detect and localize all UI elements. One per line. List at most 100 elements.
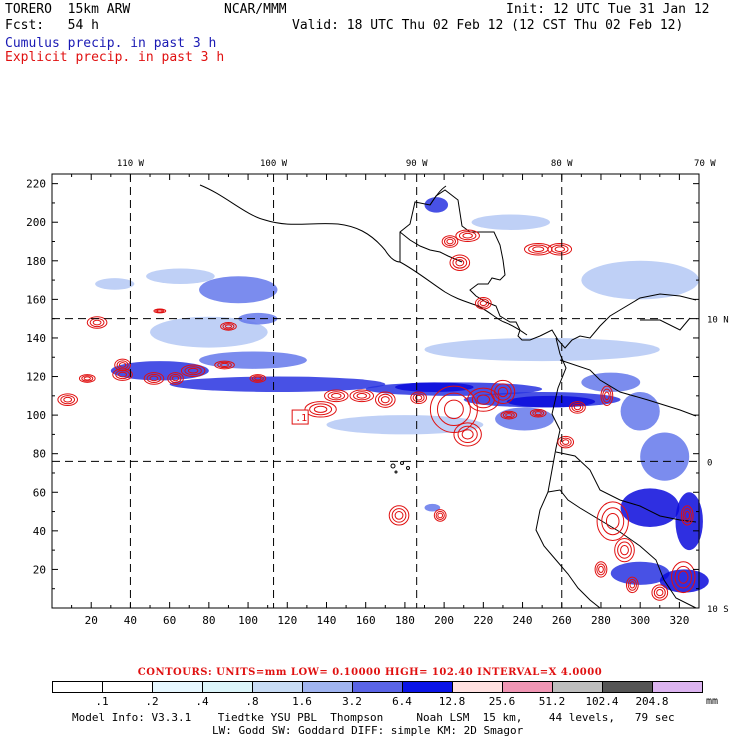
explicit-cell: [557, 435, 575, 449]
model-info-2: LW: Godd SW: Goddard DIFF: simple KM: 2D…: [212, 724, 524, 737]
axes-layer: 20 40 60 80 100 120 140 160 180 200 220 240 260 280 30…: [26, 159, 729, 627]
colorbar-swatch: [402, 681, 453, 693]
x-tick-label: 160: [356, 614, 376, 627]
explicit-contour: [559, 437, 572, 447]
cumulus-area: [424, 503, 441, 512]
cumulus-area: [199, 351, 307, 369]
explicit-contour: [304, 401, 337, 418]
explicit-cell: [500, 410, 518, 420]
colorbar-swatch: [152, 681, 203, 693]
explicit-cell: [388, 505, 410, 526]
cumulus-area: [238, 312, 278, 325]
explicit-contour: [596, 501, 629, 541]
explicit-contour: [412, 393, 425, 403]
cumulus-area: [471, 214, 550, 230]
explicit-contour: [187, 367, 199, 374]
colorbar-label: .4: [195, 695, 209, 708]
explicit-contour: [180, 364, 206, 378]
colorbar-swatch: [602, 681, 653, 693]
explicit-contour: [118, 371, 128, 378]
explicit-contour: [682, 508, 692, 523]
explicit-contour: [81, 375, 94, 382]
y-tick-label: 160: [26, 293, 46, 306]
coastline-pacific: [399, 261, 528, 336]
explicit-contour: [171, 375, 180, 382]
lon-label: 80 W: [551, 159, 573, 169]
explicit-contour: [353, 391, 371, 401]
explicit-contour: [557, 435, 575, 449]
explicit-contour: [674, 565, 693, 589]
colorbar-swatch: [352, 681, 403, 693]
explicit-contour: [603, 391, 610, 401]
lon-label: 110 W: [117, 159, 145, 169]
explicit-contour: [462, 232, 473, 239]
x-tick-label: 60: [163, 614, 176, 627]
explicit-cell: [441, 235, 459, 248]
explicit-cell: [596, 501, 629, 541]
explicit-contour: [433, 509, 447, 522]
colorbar-swatch: [302, 681, 353, 693]
colorbar-label: 204.8: [635, 695, 669, 708]
explicit-contour: [455, 229, 480, 243]
cumulus-area: [424, 337, 660, 362]
explicit-contour: [653, 586, 666, 599]
explicit-contour: [455, 259, 465, 267]
colorbar-label: 25.6: [488, 695, 516, 708]
explicit-cell: [433, 509, 447, 522]
x-tick-label: 40: [124, 614, 137, 627]
y-tick-label: 140: [26, 332, 46, 345]
explicit-contour: [380, 396, 390, 404]
y-tick-label: 180: [26, 255, 46, 268]
cumulus-area: [620, 391, 660, 431]
x-tick-label: 80: [202, 614, 215, 627]
explicit-contour: [461, 429, 474, 440]
explicit-cell: [490, 379, 516, 405]
coastline-yucatan: [429, 185, 447, 206]
explicit-contour: [502, 411, 515, 419]
low-marker-label: .1: [295, 413, 307, 424]
explicit-contour: [625, 576, 639, 594]
explicit-contour: [375, 391, 396, 408]
explicit-cell: [167, 372, 184, 385]
y-tick-label: 80: [33, 448, 46, 461]
cumulus-area: [110, 361, 209, 381]
explicit-contour: [217, 361, 232, 369]
explicit-contour: [118, 362, 127, 368]
explicit-cell: [349, 389, 375, 403]
explicit-cell: [455, 229, 480, 243]
explicit-contour: [532, 246, 545, 253]
explicit-contour: [63, 396, 73, 403]
explicit-contour: [414, 394, 423, 401]
explicit-contour: [573, 404, 582, 411]
explicit-contour: [356, 393, 367, 399]
explicit-cell: [625, 576, 639, 594]
explicit-contour: [656, 588, 664, 597]
explicit-cell: [529, 408, 547, 418]
explicit-contour: [629, 581, 636, 589]
explicit-contour: [156, 309, 163, 313]
cumulus-area: [169, 376, 386, 392]
explicit-contour: [377, 393, 393, 406]
explicit-cell: [671, 561, 696, 594]
explicit-contour: [680, 505, 694, 526]
explicit-contour: [627, 578, 637, 591]
valid-time: Valid: 18 UTC Thu 02 Feb 12 (12 CST Thu …: [292, 18, 684, 33]
explicit-contour: [651, 584, 669, 601]
explicit-contour: [571, 402, 584, 412]
x-tick-label: 320: [669, 614, 689, 627]
colorbar-swatch: [202, 681, 253, 693]
explicit-contour: [441, 235, 459, 248]
cumulus-area: [95, 278, 135, 290]
explicit-contour: [436, 392, 471, 427]
explicit-cell: [410, 391, 427, 405]
cumulus-area: [199, 276, 278, 304]
explicit-cell: [375, 391, 396, 408]
explicit-contour: [446, 238, 454, 245]
explicit-contour: [115, 370, 130, 380]
coastline-caribbean-islands: [640, 317, 691, 331]
explicit-contour: [620, 545, 629, 556]
explicit-contour: [602, 388, 612, 404]
explicit-contour: [449, 254, 471, 271]
explicit-contour-layer: .1: [57, 229, 696, 601]
colorbar-label: 6.4: [392, 695, 412, 708]
